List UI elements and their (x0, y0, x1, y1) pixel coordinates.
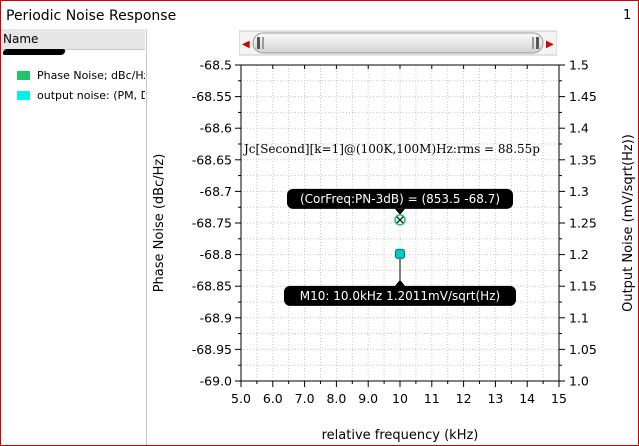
legend-header[interactable]: Name (1, 29, 145, 50)
redacted-mark (1, 49, 67, 55)
y-left-tick-label: -68.65 (192, 152, 232, 167)
x-tick-label: 11 (424, 391, 440, 406)
y-right-tick-label: 1.25 (569, 216, 597, 231)
x-tick-label: 6.0 (263, 391, 283, 406)
page-number: 1 (623, 8, 632, 23)
m10-marker-label: M10: 10.0kHz 1.2011mV/sqrt(Hz) (300, 289, 500, 303)
axis-ticks (235, 64, 565, 387)
scroller-right-handle[interactable] (536, 37, 539, 49)
y-right-tick-label: 1.35 (569, 152, 597, 167)
x-tick-label: 7.0 (295, 391, 315, 406)
x-tick-label: 13 (487, 391, 503, 406)
scroll-left-arrow-icon[interactable]: ◀ (242, 39, 250, 50)
legend-swatch-phase-noise (17, 71, 30, 80)
y-right-tick-label: 1.2 (569, 247, 589, 262)
y-left-tick-label: -68.95 (192, 342, 232, 357)
y-left-tick-label: -68.6 (200, 121, 232, 136)
x-tick-label: 8.0 (326, 391, 346, 406)
y-right-tick-label: 1.0 (569, 374, 589, 389)
output-noise-point (395, 248, 405, 259)
x-tick-label: 5.0 (231, 391, 251, 406)
y-left-tick-label: -68.55 (192, 89, 232, 104)
x-range-scroller[interactable]: ◀ ▶ (239, 29, 557, 57)
y-left-tick-label: -68.85 (192, 279, 232, 294)
y-left-tick-label: -68.9 (200, 310, 232, 325)
y-left-tick-label: -68.5 (200, 58, 232, 73)
noise-chart[interactable]: 5.0 6.0 7.0 8.0 9.0 10 11 12 13 14 15 -68.5 -68.55 -6… (146, 57, 638, 445)
window-title: Periodic Noise Response (6, 8, 177, 24)
y-axis-right-title: Output Noise (mV/sqrt(Hz)) (621, 134, 636, 312)
scroller-thumb[interactable] (252, 32, 544, 54)
rms-annotation: Jc[Second][k=1]@(100K,100M)Hz:rms = 88.5… (242, 142, 540, 156)
y-axis-left-title: Phase Noise (dBc/Hz) (152, 154, 167, 293)
y-right-tick-label: 1.45 (569, 89, 597, 104)
y-right-tick-label: 1.05 (569, 342, 597, 357)
title-bar: Periodic Noise Response 1 (1, 1, 638, 29)
legend-panel: Name Phase Noise; dBc/Hz output noise: (… (1, 29, 147, 445)
y-left-tick-label: -68.7 (200, 184, 232, 199)
marker-pointer (395, 208, 405, 215)
y-right-tick-label: 1.15 (569, 279, 597, 294)
phase-noise-point-cross (396, 216, 404, 224)
marker-label-bg (284, 285, 516, 306)
legend-label-output-noise: output noise: (PM, DSB) (37, 89, 145, 102)
data-marks: (CorFreq:PN-3dB) = (853.5 -68.7) M10: 10.… (284, 188, 516, 306)
marker-label-bg (287, 188, 513, 209)
x-tick-label: 15 (551, 391, 567, 406)
legend-label-phase-noise: Phase Noise; dBc/Hz (37, 69, 145, 82)
tick-labels: 5.0 6.0 7.0 8.0 9.0 10 11 12 13 14 15 -68.5 -68.55 -6… (192, 58, 597, 407)
x-tick-label: 14 (519, 391, 535, 406)
y-left-tick-label: -68.75 (192, 216, 232, 231)
x-tick-label: 9.0 (358, 391, 378, 406)
y-right-tick-label: 1.1 (569, 310, 589, 325)
y-right-tick-label: 1.3 (569, 184, 589, 199)
scroller-left-handle[interactable] (257, 37, 260, 49)
y-left-tick-label: -68.8 (200, 247, 232, 262)
marker-pointer (395, 279, 405, 286)
y-right-tick-label: 1.5 (569, 58, 589, 73)
x-tick-label: 12 (456, 391, 472, 406)
legend-item-phase-noise[interactable]: Phase Noise; dBc/Hz (1, 67, 145, 85)
x-tick-label: 10 (392, 391, 408, 406)
legend-header-label: Name (3, 32, 39, 46)
scroll-right-arrow-icon[interactable]: ▶ (546, 39, 554, 50)
y-right-tick-label: 1.4 (569, 121, 589, 136)
legend-swatch-output-noise (17, 91, 30, 100)
legend-item-output-noise[interactable]: output noise: (PM, DSB) (1, 87, 145, 105)
corfreq-marker-label: (CorFreq:PN-3dB) = (853.5 -68.7) (300, 192, 500, 206)
x-axis-title: relative frequency (kHz) (322, 428, 479, 443)
y-left-tick-label: -69.0 (200, 374, 232, 389)
